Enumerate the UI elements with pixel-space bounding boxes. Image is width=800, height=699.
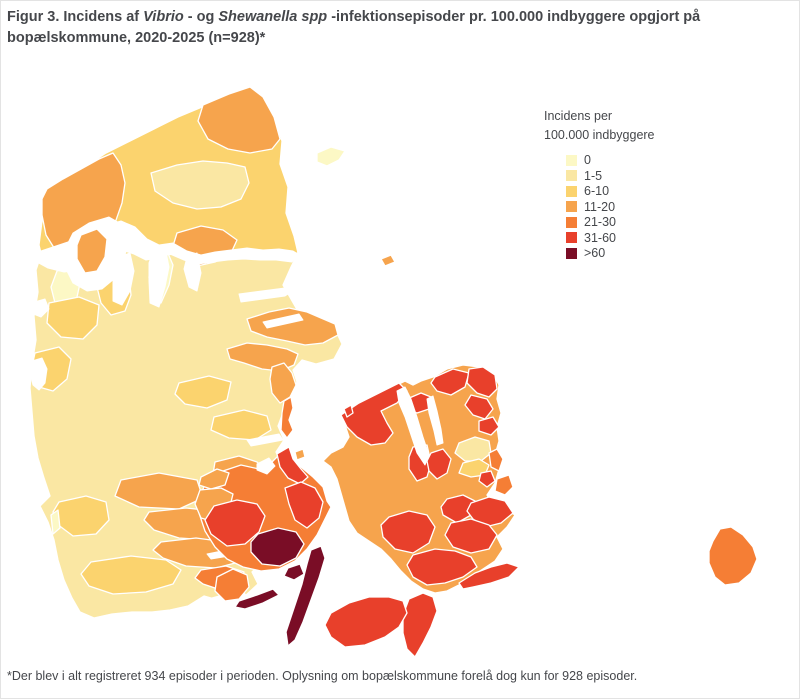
municipality-stevns	[466, 496, 514, 528]
municipality-nordsjaelland-cluster	[454, 436, 492, 462]
legend-label: 21-30	[584, 215, 616, 230]
municipality-middelfart	[198, 468, 230, 490]
municipality-silkeborg	[174, 375, 232, 409]
legend-label: >60	[584, 246, 606, 261]
municipality-faaborg-midtfyn	[204, 499, 266, 547]
legend-item: 1-5	[566, 168, 714, 184]
legend-swatch	[566, 170, 577, 182]
municipality-vestegnen	[478, 470, 496, 488]
randers-fjord-water	[262, 313, 304, 329]
figure-footnote: *Der blev i alt registreret 934 episoder…	[7, 669, 638, 683]
municipality-koebenhavn	[488, 448, 504, 472]
legend-label: 11-20	[584, 199, 616, 214]
municipality-vejen	[114, 472, 204, 510]
horsens-fjord-water	[246, 433, 284, 447]
odense-fjord-water	[256, 457, 276, 475]
legend-label: 1-5	[584, 168, 603, 183]
municipality-helsingoer	[466, 366, 498, 398]
municipality-norddjurs	[246, 307, 339, 346]
legend-swatch	[566, 201, 577, 213]
municipality-morsoe	[76, 228, 108, 274]
nissum-fjord-water	[30, 298, 50, 318]
municipality-sejeroe	[343, 404, 354, 418]
municipality-svendborg	[250, 527, 305, 567]
municipality-falster	[402, 592, 438, 658]
legend-items: 0 1-5 6-10 11-20 21-30 31-60 >60	[566, 153, 714, 262]
municipality-toender	[80, 555, 182, 595]
municipality-holstebro	[46, 296, 100, 340]
mariager-fjord-water	[238, 287, 292, 303]
municipality-faxe	[444, 518, 498, 554]
ringkoebing-fjord-water	[29, 357, 48, 391]
figure-title: Figur 3. Incidens af Vibrio - og Shewane…	[7, 9, 701, 47]
municipality-fanoe	[50, 509, 61, 535]
legend-title-line1: Incidens per	[544, 109, 613, 123]
municipality-bornholm	[708, 526, 758, 586]
municipality-roskilde	[426, 448, 452, 480]
legend-title-line2: 100.000 indbyggere	[544, 127, 655, 142]
legend-item: 11-20	[566, 199, 714, 215]
map-legend: Incidens per 100.000 indbyggere 0 1-5 6-10…	[544, 107, 714, 261]
municipality-vordingborg	[406, 548, 478, 586]
municipality-kerteminde	[276, 446, 309, 485]
legend-swatch	[566, 232, 577, 244]
legend-item: 31-60	[566, 230, 714, 246]
legend-item: 0	[566, 153, 714, 169]
legend-swatch	[566, 247, 577, 259]
hvalpsund-water	[148, 246, 170, 308]
municipality-taasinge	[283, 563, 305, 581]
municipality-aeroe	[234, 588, 280, 610]
roskilde-fjord-water	[426, 395, 444, 446]
municipality-anholt	[380, 254, 396, 267]
legend-item: 6-10	[566, 184, 714, 200]
municipality-als	[214, 568, 250, 602]
legend-swatch	[566, 154, 577, 166]
hjarbaek-fjord-water	[183, 252, 202, 292]
municipality-naestved	[380, 510, 436, 554]
municipality-hoersholm	[478, 416, 500, 436]
isefjord-water	[396, 386, 430, 466]
legend-label: 6-10	[584, 184, 610, 199]
legend-label: 31-60	[584, 230, 616, 245]
municipality-nyborg	[284, 481, 324, 529]
legend-swatch	[566, 185, 577, 197]
municipality-gribskov	[430, 368, 470, 396]
municipality-broenderslev	[150, 160, 250, 210]
legend-swatch	[566, 216, 577, 228]
skive-fjord-water	[112, 252, 135, 306]
municipality-frederikshavn-skagen	[197, 86, 281, 154]
municipality-samsoe	[280, 396, 294, 439]
legend-title: Incidens per 100.000 indbyggere	[544, 107, 714, 145]
municipality-moen	[458, 562, 520, 590]
municipality-langeland	[285, 545, 326, 647]
municipality-koege	[440, 494, 476, 524]
legend-label: 0	[584, 153, 591, 168]
legend-item: >60	[566, 246, 714, 262]
municipality-lolland	[324, 596, 408, 648]
municipality-amager	[494, 474, 514, 496]
legend-item: 21-30	[566, 215, 714, 231]
municipality-laesoe	[316, 146, 346, 167]
municipality-horsens	[210, 409, 272, 441]
municipality-endelave	[294, 448, 306, 461]
municipality-odsherred	[340, 382, 408, 446]
